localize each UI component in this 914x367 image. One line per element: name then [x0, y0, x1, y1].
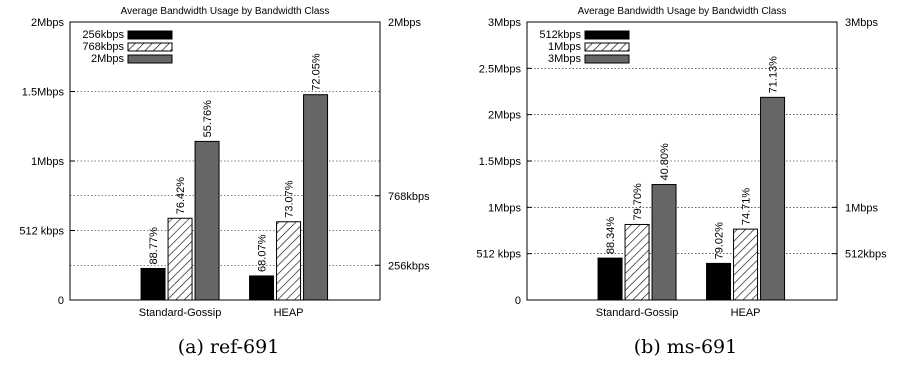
bar	[194, 140, 220, 301]
legend-swatch	[127, 30, 173, 40]
legend-swatch	[127, 54, 173, 64]
bar	[733, 228, 759, 301]
data-label: 74.71%	[741, 188, 753, 226]
y-tick-label-left: 1.5Mbps	[479, 156, 522, 168]
y-tick-label-left: 2Mbps	[31, 17, 65, 29]
data-label: 79.70%	[632, 183, 644, 221]
data-label: 68.07%	[257, 234, 269, 272]
legend-swatch	[584, 30, 630, 40]
y-tick-label-right: 2Mbps	[388, 17, 422, 29]
data-label: 88.77%	[148, 227, 160, 265]
data-label: 76.42%	[175, 177, 187, 215]
y-tick-label-left: 1.5Mbps	[22, 87, 65, 99]
legend-label: 3Mbps	[548, 53, 582, 65]
legend-label: 512kbps	[539, 29, 581, 41]
legend-swatch	[127, 42, 173, 52]
y-tick-label-left: 2.5Mbps	[479, 63, 522, 75]
bar	[624, 223, 650, 301]
bar	[706, 262, 732, 301]
chart-a: Average Bandwidth Usage by Bandwidth Cla…	[19, 6, 430, 319]
y-tick-label-right: 512kbps	[845, 249, 887, 261]
y-tick-label-right: 768kbps	[388, 191, 430, 203]
bar	[303, 94, 329, 301]
y-tick-label-left: 2Mbps	[488, 110, 522, 122]
caption-b: (b) ms-691	[633, 336, 738, 358]
chart-b: Average Bandwidth Usage by Bandwidth Cla…	[476, 6, 887, 319]
caption-a: (a) ref-691	[177, 336, 280, 358]
chart-panel-b: Average Bandwidth Usage by Bandwidth Cla…	[457, 0, 914, 367]
chart-title: Average Bandwidth Usage by Bandwidth Cla…	[578, 6, 787, 17]
y-tick-label-left: 0	[58, 295, 64, 307]
bar	[140, 267, 166, 301]
data-label: 88.34%	[605, 217, 617, 255]
data-label: 55.76%	[202, 100, 214, 138]
data-label: 40.80%	[659, 143, 671, 181]
data-label: 71.13%	[768, 56, 780, 94]
legend-label: 768kbps	[82, 41, 124, 53]
chart-panel-a: Average Bandwidth Usage by Bandwidth Cla…	[19, 6, 430, 358]
bar	[651, 184, 677, 301]
y-tick-label-left: 3Mbps	[488, 17, 522, 29]
y-tick-label-left: 512 kbps	[19, 226, 64, 238]
y-tick-label-left: 1Mbps	[31, 156, 65, 168]
y-tick-label-left: 1Mbps	[488, 202, 522, 214]
data-label: 79.02%	[714, 222, 726, 260]
x-tick-label: HEAP	[731, 307, 761, 319]
y-tick-label-right: 1Mbps	[845, 202, 879, 214]
legend-label: 1Mbps	[548, 41, 582, 53]
legend-swatch	[584, 42, 630, 52]
legend-swatch	[584, 54, 630, 64]
data-label: 73.07%	[284, 180, 296, 218]
bar	[167, 217, 193, 301]
chart-title: Average Bandwidth Usage by Bandwidth Cla…	[121, 6, 330, 17]
legend-label: 2Mbps	[91, 53, 125, 65]
x-tick-label: Standard-Gossip	[596, 307, 679, 319]
y-tick-label-right: 256kbps	[388, 260, 430, 272]
y-tick-label-left: 512 kbps	[476, 249, 521, 261]
data-label: 72.05%	[311, 53, 323, 91]
y-tick-label-right: 3Mbps	[845, 17, 879, 29]
bar	[249, 275, 275, 301]
legend-label: 256kbps	[82, 29, 124, 41]
bar	[597, 257, 623, 301]
x-tick-label: HEAP	[274, 307, 304, 319]
y-tick-label-left: 0	[515, 295, 521, 307]
x-tick-label: Standard-Gossip	[139, 307, 222, 319]
bar	[760, 96, 786, 301]
bar	[276, 221, 302, 301]
